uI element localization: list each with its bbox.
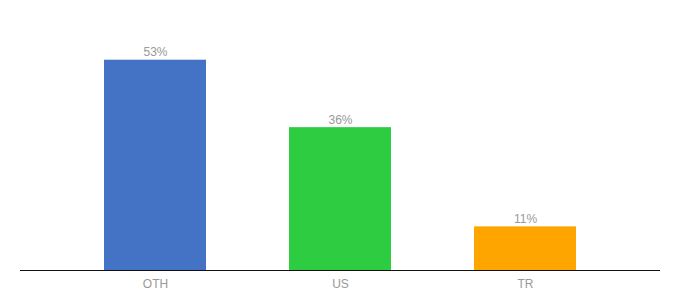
- svg-text:TR: TR: [518, 277, 534, 291]
- svg-text:11%: 11%: [514, 212, 537, 226]
- svg-text:US: US: [332, 277, 349, 291]
- svg-text:36%: 36%: [328, 113, 352, 127]
- svg-text:OTH: OTH: [143, 277, 168, 291]
- svg-text:53%: 53%: [143, 45, 167, 59]
